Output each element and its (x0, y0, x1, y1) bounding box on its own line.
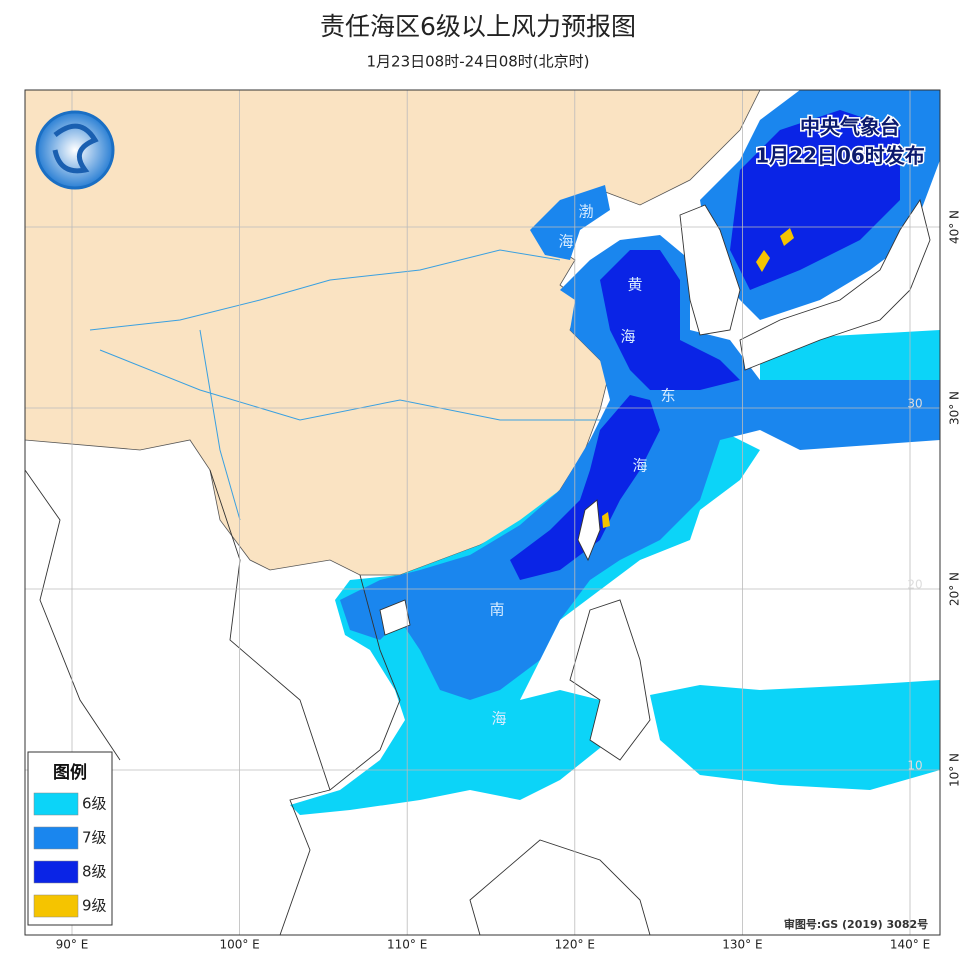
legend: 图例 6级 7级 8级 9级 (27, 751, 113, 926)
inner-lat-label: 20 (907, 578, 922, 592)
hainan (379, 599, 411, 636)
logo-circle (35, 110, 115, 190)
wind-area (530, 185, 610, 260)
wind-area (600, 250, 740, 390)
inner-lat-label: 30 (907, 397, 922, 411)
legend-swatch (33, 860, 79, 884)
subtitle: 1月23日08时-24日08时(北京时) (366, 53, 589, 71)
legend-label: 9级 (82, 897, 107, 915)
title: 责任海区6级以上风力预报图 (320, 12, 636, 41)
legend-swatch (33, 792, 79, 816)
logo (35, 110, 115, 190)
borneo (469, 839, 651, 935)
legend-swatch (33, 826, 79, 850)
wind-area (756, 250, 770, 272)
wind-area (730, 110, 900, 290)
lat-label: 40° N (948, 210, 962, 244)
sea-label: 黄 (627, 276, 642, 294)
sea-label: 南 (489, 601, 504, 619)
legend-label: 7级 (82, 829, 107, 847)
korea (679, 204, 741, 336)
legend-title: 图例 (53, 762, 87, 783)
logo-mark (52, 123, 99, 174)
wind-area (780, 228, 794, 246)
rivers (89, 249, 600, 521)
map-frame (24, 89, 941, 936)
sea-label: 海 (620, 328, 635, 346)
inner-lat-label: 10 (907, 759, 922, 773)
taiwan (577, 499, 601, 562)
sea-label: 海 (632, 457, 647, 475)
lat-label: 20° N (948, 572, 962, 606)
sea-label: 东 (660, 387, 675, 405)
sea-label: 海 (558, 233, 573, 251)
legend-items: 6级 7级 8级 9级 (33, 792, 107, 918)
legend-label: 8级 (82, 863, 107, 881)
lat-label: 30° N (948, 391, 962, 425)
other-land (25, 198, 931, 935)
lon-label: 130° E (722, 938, 762, 952)
border-lines (25, 469, 331, 791)
issuer-time: 1月22日06时发布 (755, 144, 925, 168)
approval-number: 审图号:GS (2019) 3082号 (784, 917, 928, 931)
japan (739, 198, 931, 371)
legend-label: 6级 (82, 795, 107, 813)
sea-label: 海 (491, 710, 506, 728)
philippines (569, 599, 651, 761)
lon-label: 100° E (219, 938, 259, 952)
lon-label: 120° E (555, 938, 595, 952)
wind-area (650, 680, 940, 790)
lon-label: 110° E (387, 938, 427, 952)
map-layers (25, 90, 940, 935)
wind-area (510, 395, 660, 580)
sea-label: 渤 (578, 203, 593, 221)
lat-label: 10° N (948, 753, 962, 787)
lon-label: 140° E (890, 938, 930, 952)
issuer-agency: 中央气象台 (800, 115, 900, 139)
legend-swatch (33, 894, 79, 918)
lon-label: 90° E (56, 938, 89, 952)
wind-area (602, 512, 610, 528)
